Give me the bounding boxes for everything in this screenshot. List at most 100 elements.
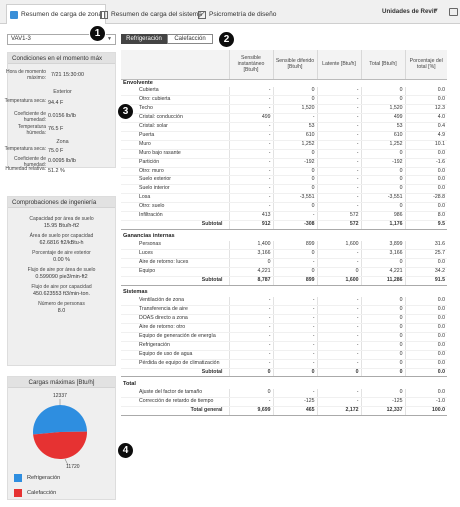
row-value: -	[316, 314, 361, 324]
table-row: Infiltración 413-572 986 8.0	[121, 211, 447, 221]
zone-row-label: Coeficiente de humedad:	[14, 156, 46, 168]
row-label: DOAS directo a zona	[121, 314, 229, 324]
eng-item-label: Flujo de aire por capacidad	[31, 284, 92, 290]
row-value: 4,221	[360, 267, 405, 277]
row-value: -	[228, 158, 273, 168]
chevron-down-icon[interactable]: ▼	[433, 8, 439, 14]
row-value: 3,899	[360, 241, 405, 251]
row-value: 0.0	[404, 175, 447, 186]
units-dropdown[interactable]: Unidades de Revit	[382, 8, 436, 15]
subtotal-row: Subtotal 912 -308 572 1,176 9.5	[121, 220, 447, 230]
row-value: 0	[360, 305, 405, 316]
subtotal-value: 11,286	[360, 275, 405, 286]
subtotal-value: 465	[272, 405, 317, 416]
subtotal-value: 1,176	[360, 220, 405, 230]
row-value: -	[316, 388, 361, 398]
row-label: Equipo de generación de energía	[121, 332, 229, 342]
table-row: Aire de retorno: luces 0- -0 0.0	[121, 258, 447, 269]
row-value: 1,600	[316, 241, 361, 251]
marker-1: 1	[89, 25, 106, 42]
row-value: 1,252	[360, 140, 405, 150]
row-value: -192	[360, 158, 405, 168]
tab-resumen-sistema[interactable]: Resumen de carga del sistema	[100, 5, 202, 24]
row-value: 899	[272, 241, 317, 251]
tab-label: Psicrometría de diseño	[209, 11, 277, 18]
zone-load-table: Sensible instantáneo [Btu/h] Sensible di…	[121, 50, 447, 416]
print-icon[interactable]	[449, 8, 458, 16]
subtotal-value: 9,699	[228, 405, 273, 416]
zone-select-value: VAV1-3	[11, 36, 31, 42]
table-row: Losa - -3,551- -3,551 -28.8	[121, 193, 447, 204]
row-value: -	[228, 359, 273, 369]
engineering-list: Capacidad por área de suelo 15.95 Btu/h-…	[8, 208, 115, 315]
tab-psicrometria[interactable]: Psicrometría de diseño	[198, 5, 276, 24]
row-value: 0	[360, 175, 405, 186]
row-value: -	[228, 305, 273, 316]
eng-item-label: Porcentaje de aire exterior	[32, 250, 91, 256]
row-value: 4.9	[404, 131, 447, 141]
table-row: Ajuste del factor de tamaño 0- -0 0.0	[121, 388, 447, 398]
subtotal-value: 0	[360, 367, 405, 378]
row-value: -3,551	[360, 193, 405, 204]
row-value: -	[316, 95, 361, 106]
row-label: Puerta	[121, 131, 229, 141]
header-cell: Latente [Btu/h]	[316, 50, 361, 80]
subtotal-value: 0	[272, 367, 317, 378]
row-value: 413	[228, 211, 273, 221]
table-row: Techo -1,520-1,520 12.3	[121, 104, 447, 115]
row-value: -	[316, 202, 361, 213]
row-label: Ventilación de zona	[121, 297, 229, 307]
subtotal-row: Subtotal 8,787 899 1,600 11,286 91.5	[121, 275, 447, 286]
toggle-calefaccion[interactable]: Calefacción	[167, 34, 213, 44]
row-value: 1,252	[272, 140, 317, 150]
row-value: 0.0	[404, 87, 447, 97]
row-value: 8.0	[404, 211, 447, 221]
row-value: 0.0	[404, 184, 447, 195]
zone-row-label: Humedad relativa:	[5, 166, 46, 172]
toggle-refrigeracion[interactable]: Refrigeración	[121, 34, 167, 44]
tab-resumen-zona[interactable]: Resumen de carga de zona	[6, 4, 107, 24]
table-row: DOAS directo a zona - - -0 0.0	[121, 314, 447, 324]
row-value: -	[272, 113, 317, 124]
max-time-value: 7/21 15:30:00	[51, 72, 84, 78]
zone-select[interactable]: VAV1-3 ▼	[7, 34, 116, 45]
row-value: 0	[360, 314, 405, 324]
row-value: -	[316, 332, 361, 342]
ext-row-value: 0.0156 lb/lb	[48, 113, 76, 119]
section-title: Ganancias internas	[123, 233, 175, 240]
row-value: -	[272, 332, 317, 342]
subtotal-value: 0	[316, 367, 361, 378]
row-value: 0.0	[404, 149, 447, 159]
row-value: 53	[272, 122, 317, 132]
subtotal-label: Subtotal	[121, 367, 229, 378]
subtotal-label: Subtotal	[121, 275, 229, 286]
row-value: 4,221	[228, 267, 273, 277]
table-header-row: Sensible instantáneo [Btu/h] Sensible di…	[121, 50, 447, 80]
table-row: Refrigeración - - -0 0.0	[121, 341, 447, 351]
subtotal-value: 0	[228, 367, 273, 378]
table-row: Partición - -192- -192 -1.6	[121, 158, 447, 168]
row-value: -	[316, 87, 361, 97]
row-value: -	[272, 258, 317, 269]
row-value: 0	[272, 267, 317, 277]
row-value: 0	[360, 95, 405, 106]
table-row: Cubierta -0-0 0.0	[121, 87, 447, 97]
subtotal-value: 1,600	[316, 275, 361, 286]
ext-row-label: Coeficiente de humedad:	[14, 111, 46, 123]
conditions-grid: Hora de momento máximo: 7/21 15:30:00 Ex…	[5, 64, 115, 173]
subtotal-value: 0.0	[404, 367, 447, 378]
row-value: -	[316, 113, 361, 124]
pie-label-top: 12337	[53, 393, 67, 399]
eng-item-value: 15.95 Btu/h-ft2	[43, 223, 80, 229]
row-value: 25.7	[404, 249, 447, 260]
row-value: -	[316, 184, 361, 195]
row-value: -	[228, 149, 273, 159]
row-value: 12.3	[404, 104, 447, 115]
row-value: -	[272, 323, 317, 333]
row-value: 0	[360, 323, 405, 333]
row-value: -	[272, 341, 317, 351]
table-row: Cristal: conducción 499- -499 4.0	[121, 113, 447, 124]
row-value: 0.0	[404, 95, 447, 106]
row-value: 1,520	[272, 104, 317, 115]
row-label: Otro: cubierta	[121, 95, 229, 106]
